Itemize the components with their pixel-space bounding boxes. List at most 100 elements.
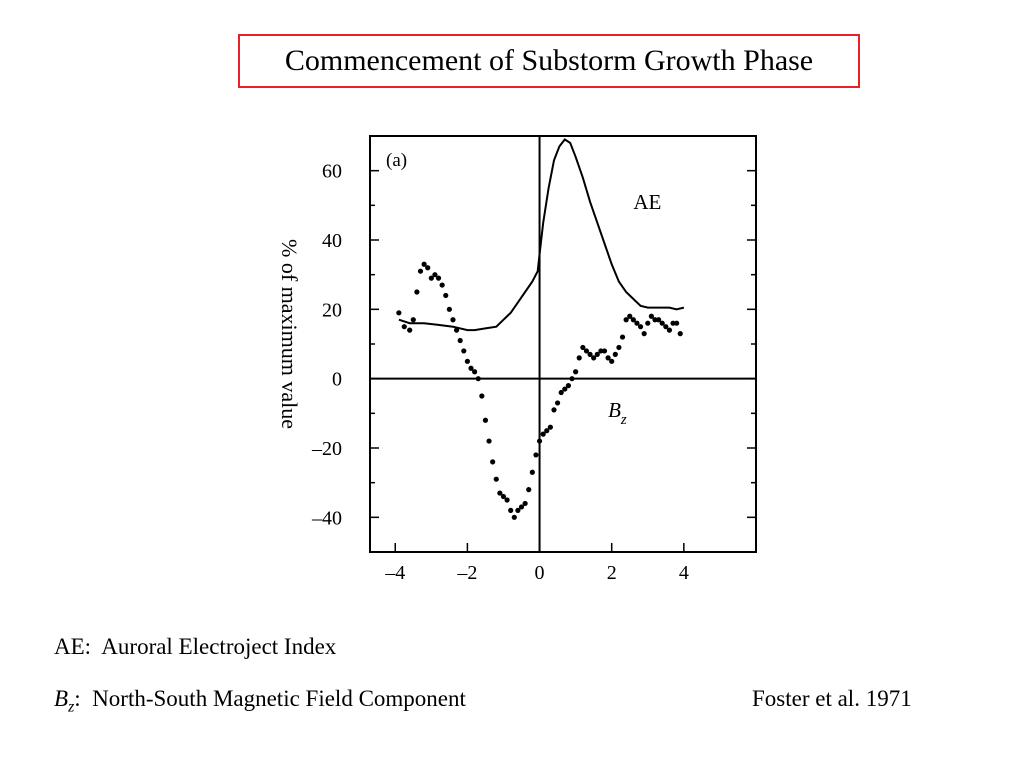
bz-data-point (616, 344, 622, 351)
bz-data-point (421, 261, 427, 267)
slide-title: Commencement of Substorm Growth Phase (238, 34, 860, 88)
bz-data-point (401, 324, 407, 330)
bz-data-point (648, 313, 654, 319)
bz-data-point (540, 431, 546, 437)
bz-data-point (655, 317, 662, 323)
plot-frame (369, 135, 757, 553)
bz-series-label-subscript: z (620, 412, 627, 428)
definition-ae: AE: Auroral Electroject Index (54, 634, 336, 660)
bz-data-point (515, 507, 521, 513)
bz-data-point (663, 324, 669, 330)
bz-data-point (508, 507, 514, 513)
bz-data-point (652, 317, 658, 323)
bz-data-point (464, 358, 471, 364)
bz-data-point (587, 351, 593, 357)
bz-data-point (645, 320, 651, 326)
bz-data-point (468, 365, 474, 371)
bz-data-point (493, 476, 499, 482)
chart-axes (369, 135, 757, 553)
y-tick-label: –20 (311, 438, 342, 460)
bz-data-point (396, 310, 402, 316)
bz-data-point (591, 355, 597, 361)
bz-data-point (594, 351, 600, 357)
bz-data-point (526, 487, 532, 493)
ae-series-label: AE (633, 190, 661, 214)
bz-data-point (533, 452, 539, 458)
definition-bz-separator: : (74, 686, 81, 711)
bz-data-point (453, 327, 460, 333)
bz-data-point (432, 272, 438, 278)
bz-data-point (612, 351, 618, 357)
definition-bz-symbol: B (54, 686, 69, 711)
definition-bz-text: North-South Magnetic Field Component (92, 686, 466, 711)
bz-data-point (428, 275, 434, 281)
y-tick-label: 40 (322, 230, 342, 252)
bz-data-point (573, 369, 579, 375)
bz-data-point (475, 376, 481, 382)
bz-data-point (627, 313, 633, 319)
bz-data-point (637, 324, 644, 330)
x-tick-label: 0 (535, 562, 545, 584)
bz-data-point (565, 383, 572, 389)
bz-data-point (674, 320, 680, 326)
bz-data-point (670, 320, 676, 326)
bz-data-point (677, 331, 683, 337)
bz-data-point (666, 327, 673, 333)
bz-series-label: Bz (608, 398, 627, 428)
bz-data-point (551, 407, 557, 413)
bz-data-point (580, 344, 586, 351)
definition-ae-symbol: AE (54, 634, 85, 659)
x-tick-label: 4 (679, 562, 689, 584)
bz-data-point (500, 493, 507, 500)
bz-data-point (410, 317, 416, 323)
y-tick-label: –40 (311, 507, 342, 529)
bz-data-point (486, 438, 492, 444)
x-tick-label: –4 (384, 562, 405, 584)
bz-data-point (450, 317, 456, 323)
bz-data-point (497, 490, 503, 496)
y-tick-label: 0 (332, 369, 342, 391)
bz-data-point (504, 497, 510, 503)
definition-bz-subscript: z (68, 698, 75, 716)
bz-data-point (439, 282, 445, 288)
bz-data-point (569, 376, 575, 382)
bz-data-point (461, 348, 467, 354)
bz-data-point (443, 292, 449, 299)
bz-data-point (482, 417, 489, 423)
definition-ae-text: Auroral Electroject Index (101, 634, 337, 659)
bz-data-point (417, 268, 424, 274)
bz-data-point (554, 400, 561, 406)
definition-bz: Bz: North-South Magnetic Field Component (54, 686, 466, 717)
panel-label: (a) (386, 150, 407, 171)
bz-data-point (598, 348, 604, 354)
bz-data-point (609, 358, 615, 364)
bz-data-point (446, 306, 452, 312)
bz-data-point (529, 469, 535, 475)
bz-data-point (472, 369, 478, 375)
bz-data-point (583, 348, 590, 354)
bz-data-point (641, 331, 647, 337)
bz-data-point (536, 438, 543, 444)
x-tick-label: 2 (607, 562, 617, 584)
bz-data-point (490, 459, 496, 465)
bz-data-point (522, 500, 528, 507)
bz-data-point (619, 334, 626, 340)
ae-series-line (398, 138, 685, 332)
bz-data-point (558, 389, 564, 396)
bz-data-point (659, 320, 665, 326)
bz-data-point (479, 393, 485, 399)
chart-series (396, 138, 685, 520)
y-tick-label: 20 (322, 299, 342, 321)
bz-data-point (544, 428, 550, 434)
bz-data-point (457, 337, 463, 344)
bz-data-point (562, 386, 568, 392)
bz-data-point (623, 317, 629, 323)
bz-data-point (511, 514, 517, 520)
bz-data-point (407, 327, 413, 333)
y-tick-label: 60 (322, 161, 342, 183)
citation: Foster et al. 1971 (752, 686, 912, 711)
bz-data-point (425, 265, 431, 271)
bz-data-point (547, 424, 553, 430)
